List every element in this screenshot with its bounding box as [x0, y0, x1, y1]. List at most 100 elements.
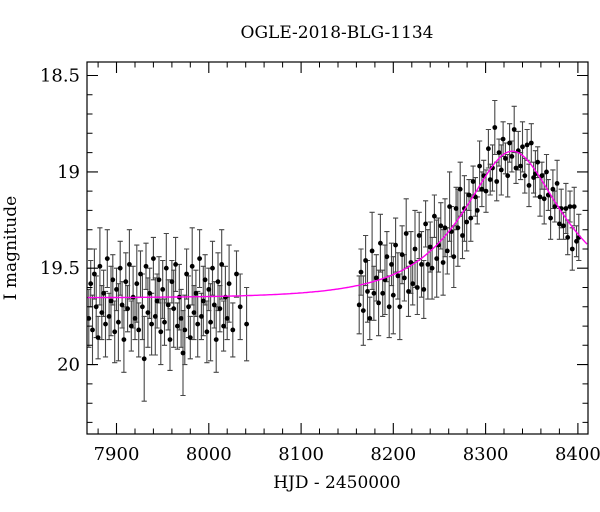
data-point — [206, 287, 212, 292]
data-point — [175, 323, 180, 329]
data-point — [393, 242, 398, 248]
x-axis-label: HJD - 2450000 — [273, 473, 401, 493]
data-point — [125, 306, 130, 312]
data-point — [386, 304, 392, 310]
data-point — [503, 156, 508, 161]
data-point — [200, 298, 206, 304]
data-point — [193, 290, 199, 296]
data-point — [95, 335, 101, 340]
chart-title: OGLE-2018-BLG-1134 — [241, 23, 434, 43]
data-point — [520, 144, 525, 150]
data-point — [447, 204, 452, 210]
data-point — [93, 304, 99, 310]
data-point — [90, 327, 95, 333]
data-point — [182, 327, 188, 333]
data-point — [186, 304, 191, 310]
data-point — [526, 183, 532, 188]
data-point — [432, 213, 437, 219]
data-point — [552, 204, 558, 210]
data-point — [160, 287, 166, 292]
x-tick-label: 8100 — [278, 444, 324, 465]
data-point — [440, 260, 446, 265]
data-point — [116, 319, 121, 325]
data-point — [97, 263, 103, 269]
data-point — [138, 271, 143, 277]
data-point — [363, 258, 368, 263]
data-point — [524, 142, 530, 148]
y-tick-label: 18.5 — [40, 66, 80, 87]
data-point — [108, 298, 114, 304]
data-point — [221, 323, 227, 329]
data-point — [548, 215, 553, 221]
data-point — [112, 329, 118, 335]
data-point — [237, 304, 243, 310]
data-point — [397, 304, 403, 310]
data-point — [132, 316, 138, 321]
data-point — [554, 181, 560, 186]
data-point — [429, 265, 435, 271]
minor-ticks — [87, 62, 588, 434]
data-point — [128, 323, 134, 329]
data-point — [213, 337, 219, 342]
data-point — [87, 316, 92, 321]
data-point — [369, 248, 375, 254]
data-point — [210, 265, 215, 271]
model-curve — [87, 150, 588, 299]
data-point — [474, 208, 480, 213]
data-point — [106, 314, 112, 319]
data-point — [208, 319, 214, 325]
data-point — [483, 188, 489, 194]
data-point — [395, 273, 401, 279]
data-point — [371, 290, 377, 296]
y-tick-label: 20 — [57, 355, 80, 376]
data-point — [151, 256, 156, 261]
data-point — [143, 263, 149, 269]
data-point — [373, 275, 379, 281]
data-point — [215, 279, 221, 285]
data-point — [202, 277, 208, 283]
data-points — [87, 125, 582, 362]
data-point — [140, 304, 145, 310]
data-point — [425, 262, 431, 267]
data-point — [234, 271, 239, 277]
data-point — [380, 290, 386, 296]
x-tick-label: 8300 — [463, 444, 509, 465]
data-point — [408, 260, 414, 265]
data-point — [117, 265, 123, 271]
data-point — [365, 289, 370, 294]
data-point — [158, 329, 164, 335]
data-point — [195, 321, 201, 327]
data-point — [162, 319, 167, 325]
data-point — [496, 150, 502, 156]
data-point — [550, 186, 556, 192]
data-point — [528, 140, 534, 146]
data-point — [518, 163, 523, 169]
data-point — [544, 169, 549, 175]
major-ticks — [87, 62, 588, 434]
data-point — [557, 221, 562, 227]
data-point — [468, 215, 474, 221]
data-point — [399, 252, 405, 258]
data-point — [571, 204, 577, 210]
data-point — [563, 206, 569, 211]
data-point — [414, 285, 420, 290]
data-point — [141, 356, 147, 362]
data-point — [88, 281, 94, 287]
data-point — [169, 279, 175, 285]
data-point — [230, 327, 236, 333]
error-bars — [87, 99, 582, 402]
data-point — [145, 310, 151, 315]
data-point — [565, 235, 571, 240]
data-point — [358, 269, 364, 275]
data-point — [191, 310, 197, 315]
data-point — [367, 316, 373, 321]
data-layer — [87, 99, 588, 402]
data-point — [204, 329, 210, 335]
data-point — [167, 337, 173, 342]
data-point — [457, 186, 463, 192]
data-point — [403, 231, 409, 236]
data-point — [541, 196, 547, 202]
data-point — [244, 321, 250, 327]
data-point — [211, 302, 217, 308]
data-point — [184, 271, 190, 277]
